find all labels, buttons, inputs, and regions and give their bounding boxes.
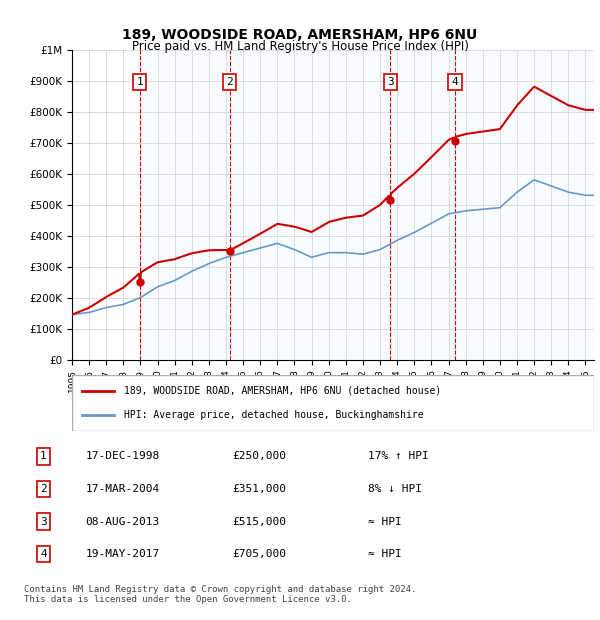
Text: 17-DEC-1998: 17-DEC-1998 [86, 451, 160, 461]
Text: 4: 4 [40, 549, 47, 559]
Text: £515,000: £515,000 [232, 516, 286, 526]
Text: 19-MAY-2017: 19-MAY-2017 [86, 549, 160, 559]
Text: £705,000: £705,000 [232, 549, 286, 559]
FancyBboxPatch shape [72, 375, 594, 431]
Text: ≈ HPI: ≈ HPI [368, 549, 401, 559]
Bar [230, 50, 391, 360]
Text: 3: 3 [40, 516, 47, 526]
Text: HPI: Average price, detached house, Buckinghamshire: HPI: Average price, detached house, Buck… [124, 410, 424, 420]
Bar [140, 50, 230, 360]
Text: 189, WOODSIDE ROAD, AMERSHAM, HP6 6NU (detached house): 189, WOODSIDE ROAD, AMERSHAM, HP6 6NU (d… [124, 386, 442, 396]
Text: 08-AUG-2013: 08-AUG-2013 [86, 516, 160, 526]
Bar [391, 50, 455, 360]
Text: 17% ↑ HPI: 17% ↑ HPI [368, 451, 428, 461]
Bar [455, 50, 594, 360]
Text: 3: 3 [387, 77, 394, 87]
Text: 4: 4 [452, 77, 458, 87]
Text: Price paid vs. HM Land Registry's House Price Index (HPI): Price paid vs. HM Land Registry's House … [131, 40, 469, 53]
Text: 189, WOODSIDE ROAD, AMERSHAM, HP6 6NU: 189, WOODSIDE ROAD, AMERSHAM, HP6 6NU [122, 28, 478, 42]
Text: 2: 2 [40, 484, 47, 494]
Text: 2: 2 [226, 77, 233, 87]
Text: £250,000: £250,000 [232, 451, 286, 461]
Text: 1: 1 [40, 451, 47, 461]
Text: ≈ HPI: ≈ HPI [368, 516, 401, 526]
Text: 8% ↓ HPI: 8% ↓ HPI [368, 484, 422, 494]
Text: 17-MAR-2004: 17-MAR-2004 [86, 484, 160, 494]
Text: 1: 1 [136, 77, 143, 87]
Text: Contains HM Land Registry data © Crown copyright and database right 2024.
This d: Contains HM Land Registry data © Crown c… [24, 585, 416, 604]
Text: £351,000: £351,000 [232, 484, 286, 494]
